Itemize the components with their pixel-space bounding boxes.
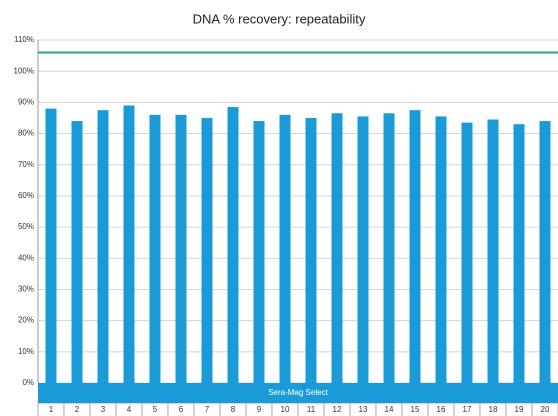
bar	[409, 110, 421, 383]
x-tick-label: 9	[257, 405, 262, 414]
x-tick-label: 11	[307, 405, 316, 414]
x-tick-label: 4	[127, 405, 132, 414]
x-tick-label: 14	[385, 405, 394, 414]
bar	[45, 108, 57, 383]
x-tick-label: 17	[463, 405, 472, 414]
bar	[201, 117, 213, 384]
x-tick-label: 1	[49, 405, 54, 414]
bar	[435, 116, 447, 384]
bar	[513, 124, 525, 383]
bar	[487, 119, 499, 383]
x-tick-label: 7	[205, 405, 210, 414]
bar	[227, 107, 239, 384]
x-tick-label: 10	[281, 405, 290, 414]
y-tick-label: 80%	[18, 129, 34, 138]
y-tick-label: 100%	[14, 66, 34, 75]
y-tick-label: 50%	[18, 222, 34, 231]
x-tick-label: 16	[437, 405, 446, 414]
x-tick-label: 8	[231, 405, 236, 414]
x-tick-label: 5	[153, 405, 158, 414]
bar	[331, 113, 343, 383]
x-tick-label: 18	[489, 405, 498, 414]
bar	[539, 121, 551, 383]
bar	[149, 114, 161, 383]
y-tick-label: 30%	[18, 285, 34, 294]
x-tick-label: 15	[411, 405, 420, 414]
bar	[357, 116, 369, 384]
x-tick-label: 13	[359, 405, 368, 414]
y-tick-label: 20%	[18, 316, 34, 325]
bar	[123, 105, 135, 384]
bar	[279, 114, 291, 383]
group-label: Sera-Mag Select	[268, 388, 328, 397]
y-tick-label: 0%	[22, 378, 34, 387]
x-tick-label: 19	[515, 405, 524, 414]
y-tick-label: 10%	[18, 347, 34, 356]
group-banner	[38, 383, 558, 403]
chart-title: DNA % recovery: repeatability	[193, 11, 366, 26]
bar	[305, 117, 317, 384]
bar	[253, 121, 265, 383]
x-tick-label: 3	[101, 405, 106, 414]
bar	[461, 122, 473, 383]
x-tick-label: 20	[541, 405, 550, 414]
bar	[71, 121, 83, 383]
x-tick-label: 2	[75, 405, 80, 414]
y-tick-label: 110%	[14, 35, 34, 44]
bar	[383, 113, 395, 383]
bar	[97, 110, 109, 383]
y-tick-label: 90%	[18, 97, 34, 106]
x-tick-label: 6	[179, 405, 184, 414]
y-tick-label: 70%	[18, 160, 34, 169]
x-tick-label: 12	[333, 405, 342, 414]
bar	[175, 114, 187, 383]
y-tick-label: 40%	[18, 253, 34, 262]
y-tick-label: 60%	[18, 191, 34, 200]
